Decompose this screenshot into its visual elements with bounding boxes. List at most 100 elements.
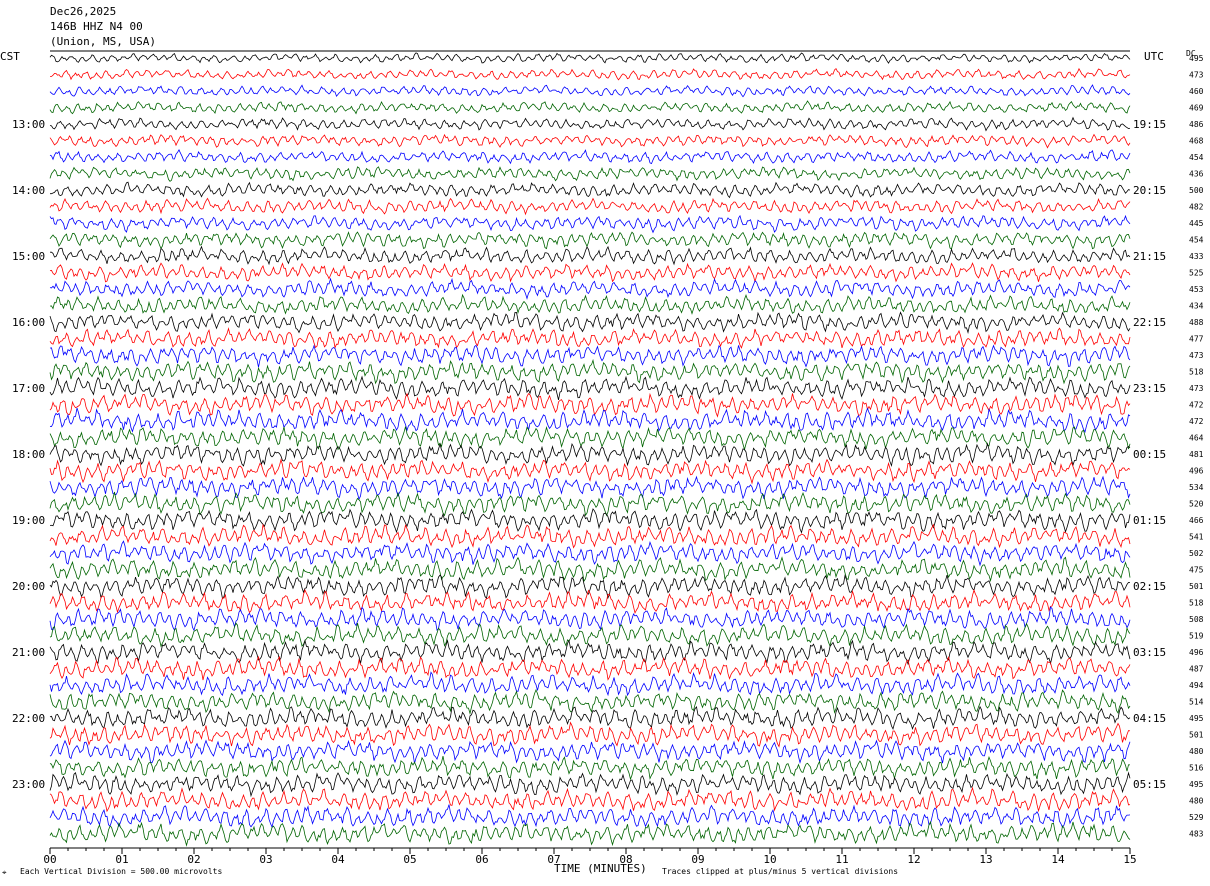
dc-value: 482: [1189, 203, 1204, 212]
dc-value: 466: [1189, 516, 1204, 525]
x-tick-label: 06: [475, 853, 488, 866]
x-tick-label: 15: [1123, 853, 1136, 866]
station-channel: 146B HHZ N4 00: [50, 20, 143, 33]
dc-value: 481: [1189, 450, 1204, 459]
dc-value: 495: [1189, 780, 1204, 789]
dc-value: 494: [1189, 681, 1204, 690]
right-time-label: 20:15: [1133, 184, 1166, 197]
seismic-trace: [49, 293, 1131, 315]
dc-value: 520: [1189, 500, 1204, 509]
left-time-label: 13:00: [12, 118, 45, 131]
dc-value: 495: [1189, 54, 1204, 63]
seismic-trace: [49, 407, 1131, 433]
dc-value: 514: [1189, 698, 1204, 707]
seismic-trace: [49, 327, 1131, 350]
dc-value: 518: [1189, 368, 1204, 377]
plot-date: Dec26,2025: [50, 5, 117, 18]
left-timezone-label: CST: [0, 50, 20, 63]
seismic-trace: [49, 52, 1131, 64]
seismic-trace: [49, 491, 1131, 517]
x-tick-label: 10: [763, 853, 776, 866]
dc-value: 486: [1189, 120, 1204, 129]
scale-note: Each Vertical Division = 500.00 microvol…: [20, 867, 223, 876]
seismic-trace: [49, 344, 1131, 368]
x-tick-label: 12: [907, 853, 920, 866]
dc-value: 534: [1189, 483, 1204, 492]
dc-value: 445: [1189, 219, 1204, 228]
seismic-trace: [49, 820, 1131, 847]
x-tick-label: 05: [403, 853, 416, 866]
left-time-label: 22:00: [12, 712, 45, 725]
dc-value: 496: [1189, 467, 1204, 476]
x-tick-label: 00: [43, 853, 56, 866]
right-timezone-label: UTC: [1144, 50, 1164, 63]
seismic-trace: [49, 705, 1131, 731]
dc-value: 473: [1189, 384, 1204, 393]
dc-value: 480: [1189, 747, 1204, 756]
dc-value: 453: [1189, 285, 1204, 294]
seismic-trace: [49, 639, 1131, 666]
right-time-label: 03:15: [1133, 646, 1166, 659]
dc-value: 473: [1189, 71, 1204, 80]
seismic-trace: [49, 133, 1131, 149]
left-time-label: 18:00: [12, 448, 45, 461]
right-time-label: 01:15: [1133, 514, 1166, 527]
seismic-trace: [49, 197, 1131, 216]
seismic-trace: [49, 475, 1131, 501]
left-time-label: 19:00: [12, 514, 45, 527]
seismic-trace: [49, 426, 1131, 452]
right-time-label: 23:15: [1133, 382, 1166, 395]
dc-value: 519: [1189, 632, 1204, 641]
left-time-label: 17:00: [12, 382, 45, 395]
seismic-trace: [49, 508, 1131, 534]
x-tick-label: 07: [547, 853, 560, 866]
dc-value: 433: [1189, 252, 1204, 261]
seismic-trace: [49, 67, 1131, 81]
x-tick-label: 03: [259, 853, 272, 866]
dc-value: 468: [1189, 137, 1204, 146]
dc-value: 473: [1189, 351, 1204, 360]
dc-value: 472: [1189, 417, 1204, 426]
right-time-label: 02:15: [1133, 580, 1166, 593]
dc-value: 472: [1189, 401, 1204, 410]
seismic-trace: [49, 166, 1131, 182]
seismic-trace: [49, 375, 1131, 401]
x-tick-label: 13: [979, 853, 992, 866]
right-time-label: 22:15: [1133, 316, 1166, 329]
dc-value: 495: [1189, 714, 1204, 723]
seismic-trace: [49, 556, 1131, 583]
dc-value: 501: [1189, 582, 1204, 591]
seismic-trace: [49, 311, 1131, 334]
dc-value: 541: [1189, 533, 1204, 542]
seismic-trace: [49, 588, 1131, 615]
seismic-trace: [49, 231, 1131, 250]
x-tick-label: 04: [331, 853, 345, 866]
seismic-trace: [49, 739, 1131, 764]
seismic-trace: [49, 442, 1131, 468]
dc-value: 496: [1189, 648, 1204, 657]
seismic-trace: [49, 622, 1131, 648]
x-tick-label: 08: [619, 853, 632, 866]
dc-value: 475: [1189, 566, 1204, 575]
seismic-trace: [49, 214, 1131, 234]
seismic-trace: [49, 786, 1131, 813]
dc-value: 454: [1189, 153, 1204, 162]
right-time-label: 04:15: [1133, 712, 1166, 725]
left-time-label: 15:00: [12, 250, 45, 263]
left-time-label: 23:00: [12, 778, 45, 791]
seismic-trace: [50, 245, 1131, 266]
seismic-trace: [49, 392, 1131, 418]
x-tick-label: 09: [691, 853, 704, 866]
dc-value: 469: [1189, 104, 1204, 113]
dc-value: 529: [1189, 813, 1204, 822]
seismic-trace: [49, 721, 1131, 748]
left-time-label: 16:00: [12, 316, 45, 329]
seismic-trace: [49, 804, 1131, 829]
dc-value: 500: [1189, 186, 1204, 195]
left-time-label: 21:00: [12, 646, 45, 659]
seismic-trace: [50, 181, 1131, 199]
seismic-trace: [49, 100, 1131, 115]
seismic-trace: [49, 574, 1131, 600]
dc-value: 464: [1189, 434, 1204, 443]
dc-value: 525: [1189, 269, 1204, 278]
